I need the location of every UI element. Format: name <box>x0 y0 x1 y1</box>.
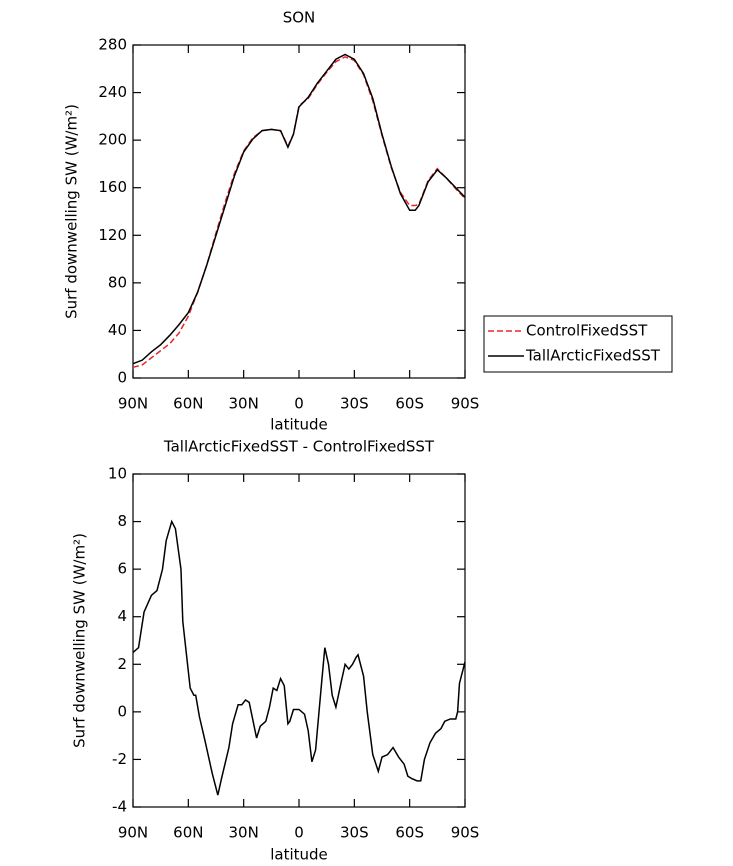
x-axis-label: latitude <box>270 846 328 864</box>
y-tick-label: 0 <box>117 369 127 387</box>
x-tick-label: 90N <box>118 824 148 842</box>
plot-frame <box>132 44 466 379</box>
legend-box <box>483 315 673 373</box>
x-tick-label: 60N <box>173 824 203 842</box>
y-tick-label: 0 <box>117 702 127 720</box>
y-axis-label: Surf downwelling SW (W/m²) <box>63 104 81 319</box>
y-tick-label: 280 <box>98 36 127 54</box>
x-tick-label: 30N <box>229 395 259 413</box>
x-tick-label: 30S <box>340 824 369 842</box>
x-tick-label: 0 <box>294 395 304 413</box>
x-tick-label: 30N <box>229 824 259 842</box>
plot-frame <box>132 473 466 808</box>
y-tick-label: -2 <box>112 750 127 768</box>
y-tick-label: 120 <box>98 226 127 244</box>
chart-title: TallArcticFixedSST - ControlFixedSST <box>163 438 435 456</box>
x-tick-label: 60N <box>173 395 203 413</box>
x-tick-label: 60S <box>395 395 424 413</box>
x-tick-label: 30S <box>340 395 369 413</box>
y-axis-label: Surf downwelling SW (W/m²) <box>71 533 89 748</box>
x-tick-label: 90N <box>118 395 148 413</box>
x-tick-label: 90S <box>451 824 480 842</box>
y-tick-label: 2 <box>117 655 127 673</box>
series-line <box>132 56 466 369</box>
y-tick-label: 200 <box>98 131 127 149</box>
y-tick-label: 80 <box>108 273 127 291</box>
series-line <box>132 519 466 796</box>
legend-label: ControlFixedSST <box>526 322 648 340</box>
y-tick-label: 10 <box>108 465 127 483</box>
y-tick-label: 4 <box>117 607 127 625</box>
x-tick-label: 0 <box>294 824 304 842</box>
y-tick-label: 6 <box>117 560 127 578</box>
y-tick-label: 240 <box>98 83 127 101</box>
chart-title: SON <box>283 9 316 27</box>
y-tick-label: 160 <box>98 178 127 196</box>
y-tick-label: 8 <box>117 512 127 530</box>
x-axis-label: latitude <box>270 416 328 434</box>
x-tick-label: 60S <box>395 824 424 842</box>
x-tick-label: 90S <box>451 395 480 413</box>
y-tick-label: -4 <box>112 798 127 816</box>
legend-label: TallArcticFixedSST <box>525 347 661 365</box>
y-tick-label: 40 <box>108 321 127 339</box>
series-line <box>132 53 466 365</box>
